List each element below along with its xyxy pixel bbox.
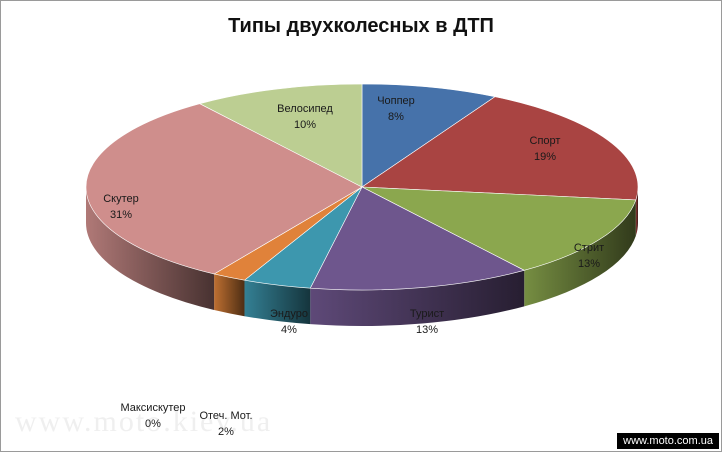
pie-side-5 [214, 273, 245, 317]
pie-slice-0 [361, 83, 496, 188]
pie-side-walls [86, 187, 638, 326]
slice-name-label-4: Эндуро [270, 308, 308, 320]
slice-name-label-7: Скутер [103, 193, 139, 205]
slice-name-label-1: Спорт [530, 135, 561, 147]
pie-side-4 [244, 280, 311, 325]
pie-slice-3 [309, 186, 526, 291]
slice-percent-label-3: 13% [416, 324, 438, 336]
slice-name-label-5: Отеч. Мот. [199, 410, 252, 422]
slice-percent-label-6: 0% [145, 418, 161, 430]
chart-title: Типы двухколесных в ДТП [228, 15, 494, 37]
pie-labels: Чоппер 8% Спорт 19% Стрит 13% Турист 13% Эндуро 4… [103, 95, 604, 438]
pie-slice-2 [361, 186, 637, 271]
slice-name-label-6: Максискутер [120, 402, 185, 414]
source-badge: www.moto.com.ua [617, 433, 719, 449]
slice-percent-label-0: 8% [388, 111, 404, 123]
watermark: www.moto.kiev.ua [15, 405, 273, 438]
slice-percent-label-1: 19% [534, 151, 556, 163]
slice-percent-label-5: 2% [218, 426, 234, 438]
pie-slice-8 [198, 83, 363, 188]
pie-slice-7 [85, 103, 363, 275]
pie-side-7 [86, 187, 215, 310]
slice-name-label-2: Стрит [574, 242, 604, 254]
slice-name-label-3: Турист [410, 308, 444, 320]
pie-top-faces [85, 83, 639, 291]
slice-percent-label-2: 13% [578, 258, 600, 270]
slice-percent-label-8: 10% [294, 119, 316, 131]
slice-percent-label-4: 4% [281, 324, 297, 336]
slice-name-label-0: Чоппер [377, 95, 415, 107]
pie-side-3 [310, 270, 525, 326]
slice-percent-label-7: 31% [110, 209, 132, 221]
pie-slice-1 [361, 96, 639, 201]
pie-side-1 [635, 187, 638, 236]
slice-name-label-8: Велосипед [277, 103, 333, 115]
pie-side-2 [524, 199, 636, 307]
